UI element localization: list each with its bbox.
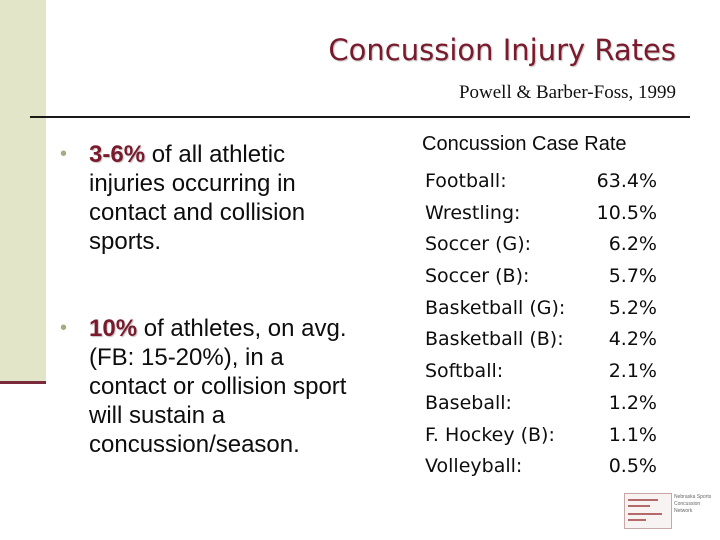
slide-subtitle: Powell & Barber-Foss, 1999 [458, 82, 676, 103]
rate-sport: Soccer (G): [425, 233, 532, 256]
slide-title: Concussion Injury Rates [328, 33, 676, 67]
bullet-dot-icon: • [60, 317, 68, 339]
network-logo [624, 493, 672, 529]
title-divider [30, 116, 690, 118]
logo-line [628, 505, 650, 507]
bullet-highlight: 3-6% [89, 141, 146, 168]
bullet-highlight: 10% [89, 315, 138, 342]
rate-row: Wrestling: 10.5% [425, 198, 657, 230]
rate-sport: Wrestling: [425, 201, 521, 224]
rate-row: Softball: 2.1% [425, 356, 657, 388]
rate-sport: Soccer (B): [425, 265, 530, 288]
rates-table: Football: 63.4% Wrestling: 10.5% Soccer (G):… [425, 166, 657, 483]
bullet-list: • 3-6% of all athletic injuries occurrin… [60, 140, 360, 459]
bullet-text: of all athletic injuries occurring in co… [89, 141, 306, 255]
rate-sport: Basketball (G): [425, 296, 566, 319]
rate-value: 0.5% [608, 455, 657, 478]
rate-row: Basketball (B): 4.2% [425, 324, 657, 356]
rate-value: 1.1% [608, 423, 657, 446]
rate-row: Volleyball: 0.5% [425, 451, 657, 483]
rates-title: Concussion Case Rate [422, 133, 627, 155]
bullet-item: • 3-6% of all athletic injuries occurrin… [60, 140, 360, 256]
bullet-item: • 10% of athletes, on avg. (FB: 15-20%),… [60, 314, 360, 459]
rate-value: 2.1% [608, 360, 657, 383]
rate-sport: Volleyball: [425, 455, 523, 478]
rate-sport: Softball: [425, 360, 504, 383]
rate-sport: F. Hockey (B): [425, 423, 555, 446]
rate-value: 1.2% [608, 391, 657, 414]
rate-value: 6.2% [608, 233, 657, 256]
logo-text: Nebraska Sports Concussion Network [674, 494, 712, 514]
rate-value: 63.4% [596, 170, 657, 192]
left-accent-bar [0, 0, 46, 383]
rate-sport: Baseball: [425, 391, 512, 414]
bullet-dot-icon: • [60, 143, 68, 165]
rate-row: F. Hockey (B): 1.1% [425, 420, 657, 452]
rate-value: 5.2% [608, 296, 657, 319]
rate-value: 4.2% [608, 328, 657, 351]
logo-line [628, 519, 646, 521]
rate-sport: Football: [425, 170, 507, 192]
rate-row: Soccer (B): 5.7% [425, 261, 657, 293]
logo-line [628, 513, 662, 515]
rate-row: Soccer (G): 6.2% [425, 229, 657, 261]
rate-row: Football: 63.4% [425, 166, 657, 198]
rate-value: 5.7% [608, 265, 657, 288]
logo-line [628, 499, 658, 501]
bullet-text: of athletes, on avg. (FB: 15-20%), in a … [89, 315, 347, 458]
rate-row: Baseball: 1.2% [425, 388, 657, 420]
left-accent-rule [0, 381, 46, 384]
rate-row: Basketball (G): 5.2% [425, 293, 657, 325]
rate-sport: Basketball (B): [425, 328, 564, 351]
rate-value: 10.5% [596, 201, 657, 224]
